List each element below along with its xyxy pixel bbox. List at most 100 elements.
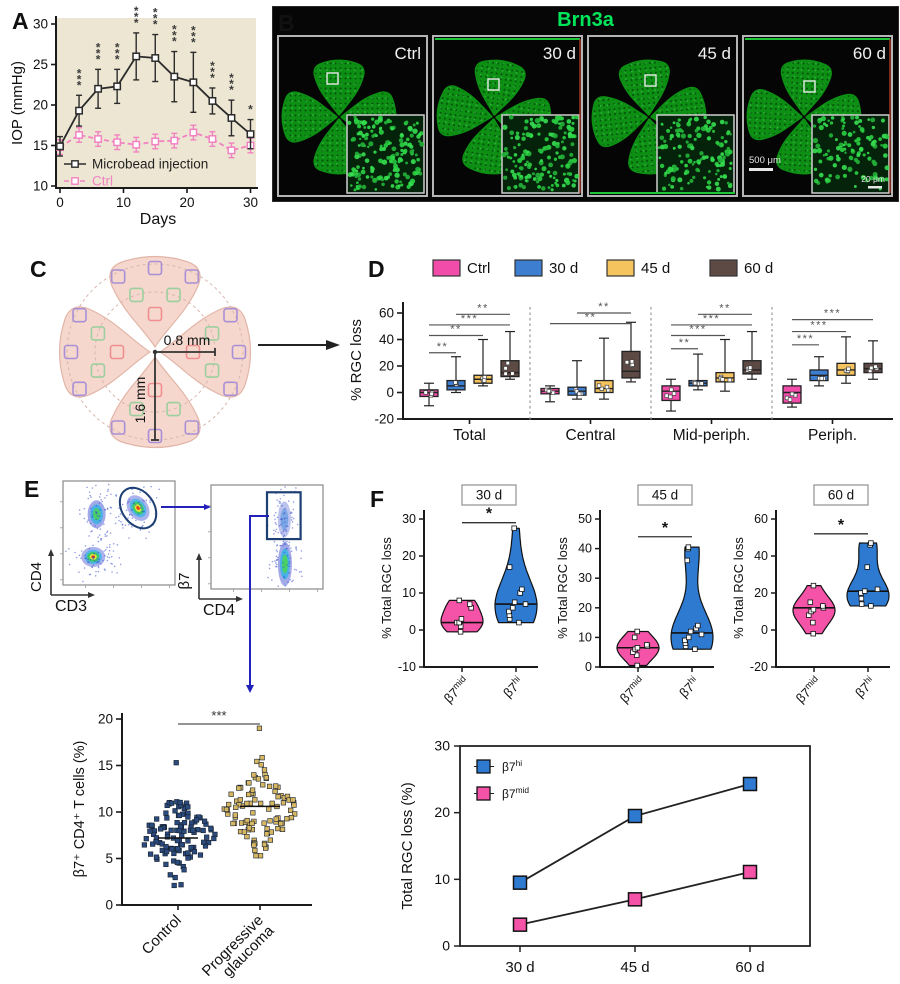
panel-d-label: D xyxy=(368,256,385,282)
svg-text:*: * xyxy=(77,72,82,86)
legend-label: 30 d xyxy=(549,260,578,277)
svg-text:10: 10 xyxy=(33,179,48,194)
panel-e: CD4 CD3 β7 CD4 0 5 10 15 20 β7⁺ CD4⁺ T cells (%… xyxy=(15,475,360,984)
svg-text:*: * xyxy=(115,52,120,66)
svg-text:*: * xyxy=(191,29,196,43)
svg-text:*: * xyxy=(229,83,234,97)
svg-text:40: 40 xyxy=(754,549,768,563)
title-box xyxy=(813,484,869,506)
significance: * xyxy=(486,506,493,523)
y-axis-label: Total RGC loss (%) xyxy=(399,782,416,910)
flow-plot-b7-cd4: β7 CD4 xyxy=(176,484,324,619)
legend-label: Microbead injection xyxy=(92,157,208,172)
significance: * xyxy=(838,517,845,534)
legend-swatch xyxy=(476,786,491,801)
svg-text:*: * xyxy=(96,52,101,66)
micrograph-60d: 60 d 500 μm 20 μm xyxy=(742,35,893,197)
svg-text:*: * xyxy=(248,103,253,117)
svg-text:20: 20 xyxy=(98,712,113,727)
svg-text:-20: -20 xyxy=(374,412,394,427)
legend-label: 60 d xyxy=(744,260,773,277)
swarm-group-0 xyxy=(141,760,218,889)
svg-text:*: * xyxy=(172,35,177,49)
svg-text:15: 15 xyxy=(98,758,113,773)
svg-text:*: * xyxy=(153,6,158,20)
significance: ** xyxy=(679,337,691,349)
significance: *** xyxy=(461,313,478,325)
svg-text:20: 20 xyxy=(402,549,416,563)
violin-title: 60 d xyxy=(828,488,854,503)
y-axis-label: β7⁺ CD4⁺ T cells (%) xyxy=(72,741,88,878)
svg-text:20: 20 xyxy=(179,195,194,210)
svg-text:*: * xyxy=(153,18,158,32)
svg-text:15: 15 xyxy=(33,138,48,153)
svg-text:40: 40 xyxy=(578,542,592,556)
gating-arrows xyxy=(161,504,269,693)
significance: *** xyxy=(810,320,827,332)
svg-text:30: 30 xyxy=(578,571,592,585)
svg-text:0: 0 xyxy=(105,898,113,913)
svg-text:*: * xyxy=(172,29,177,43)
y-axis-label: IOP (mmHg) xyxy=(9,61,26,145)
svg-text:40: 40 xyxy=(379,332,394,347)
group-label: β7mid xyxy=(616,674,648,706)
svg-text:0: 0 xyxy=(761,623,768,637)
group-label: β7hi xyxy=(675,674,702,701)
x-tick-label: 60 d xyxy=(735,959,764,976)
significance: *** xyxy=(824,308,841,320)
panel-f: -10 0 10 20 30 % Total RGC loss β7mid β7hi * 30 d… xyxy=(360,470,900,984)
micrograph-ctrl: Ctrl xyxy=(277,35,428,197)
violin-shape xyxy=(670,546,714,650)
svg-text:-10: -10 xyxy=(398,660,416,674)
svg-text:60: 60 xyxy=(754,512,768,526)
group-label: Progressiveglaucoma xyxy=(199,911,278,984)
group-label: β7hi xyxy=(851,674,878,701)
svg-text:25: 25 xyxy=(33,57,48,72)
svg-text:10: 10 xyxy=(116,195,131,210)
svg-text:*: * xyxy=(210,71,215,85)
significance: ** xyxy=(598,301,610,313)
svg-text:*: * xyxy=(191,23,196,37)
significance: *** xyxy=(797,333,814,345)
group-label: Periph. xyxy=(808,427,857,444)
x-tick-label: 30 d xyxy=(505,959,534,976)
flow-plot-cd4-cd3: CD4 CD3 xyxy=(28,480,176,615)
violin-60d: -20 0 20 40 60 % Total RGC loss β7mid β7hi * 60 d xyxy=(731,484,890,706)
micrograph-label: 45 d xyxy=(698,44,731,63)
scalebar-label-inset: 20 μm xyxy=(861,174,885,184)
group-label: Total xyxy=(453,427,486,444)
panel-f-line-chart: 0 10 20 30 Total RGC loss (%) 30 d 45 d 60 d β7h… xyxy=(399,738,811,976)
significance: * xyxy=(662,520,669,537)
panel-b-title: Brn3a xyxy=(557,9,614,31)
group-label: β7hi xyxy=(499,674,526,701)
group-label: Mid-periph. xyxy=(673,427,751,444)
panel-a-label: A xyxy=(12,8,29,34)
scalebar-label-main: 500 μm xyxy=(749,155,781,166)
svg-text:0: 0 xyxy=(409,623,416,637)
plot-frame xyxy=(459,745,811,947)
panel-f-label: F xyxy=(370,486,385,512)
micrograph-30d: 30 d xyxy=(432,35,583,197)
svg-text:30: 30 xyxy=(402,512,416,526)
panel-b-microscopy: Brn3a Ctrl 30 d 45 d 60 d 500 μm 20 μm xyxy=(272,6,899,202)
scalebar-inset xyxy=(868,186,882,189)
roi-box xyxy=(326,72,339,85)
flow-y-label: CD4 xyxy=(28,562,45,592)
micrograph-45d: 45 d xyxy=(587,35,738,197)
svg-text:*: * xyxy=(115,40,120,54)
scalebar-main xyxy=(749,168,773,171)
svg-text:60: 60 xyxy=(379,306,394,321)
significance: ** xyxy=(719,302,731,314)
legend-swatch xyxy=(606,259,635,277)
x-axis-label: Days xyxy=(140,211,176,228)
panel-d-boxplot: Ctrl 30 d 45 d 60 d -20 0 20 40 60 % RGC loss Tota… xyxy=(348,259,893,444)
series-hi xyxy=(512,776,758,890)
violin-30d: -10 0 10 20 30 % Total RGC loss β7mid β7hi * 30 d xyxy=(379,484,538,706)
svg-text:20: 20 xyxy=(379,359,394,374)
swarm-group-1 xyxy=(221,725,298,859)
svg-text:10: 10 xyxy=(434,871,450,887)
svg-text:*: * xyxy=(77,66,82,80)
micrograph-label: Ctrl xyxy=(395,44,421,63)
flow-x-label: CD3 xyxy=(55,598,87,615)
